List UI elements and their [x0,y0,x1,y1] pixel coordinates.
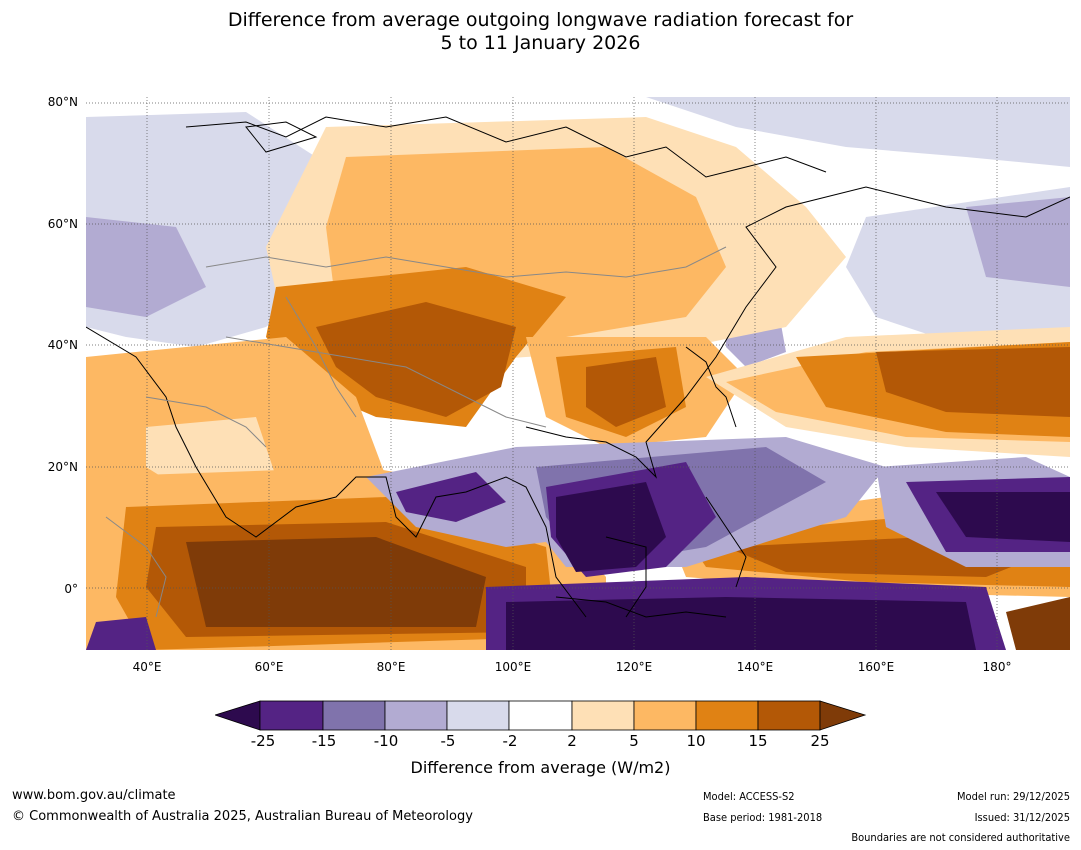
lon-label-160e: 160°E [857,660,895,674]
issued-date: Issued: 31/12/2025 [974,811,1070,824]
website-link[interactable]: www.bom.gov.au/climate [12,788,176,803]
anomaly-region-indian-ocean-darkest [186,537,486,627]
lat-label-60n: 60°N [47,217,78,231]
boundaries-disclaimer: Boundaries are not considered authoritat… [851,831,1070,844]
colorbar-tick: 5 [629,732,639,750]
colorbar-swatch [322,700,386,731]
lat-label-40n: 40°N [47,338,78,352]
anomaly-region-maritime-darkest [556,482,666,572]
colorbar-swatch [633,700,697,731]
title-line-2: 5 to 11 January 2026 [440,32,641,54]
colorbar-swatch [508,700,573,731]
model-name: Model: ACCESS-S2 [703,790,795,803]
colorbar-swatch [571,700,635,731]
colorbar-tick: -2 [502,732,518,750]
anomaly-region-west-lilac [86,217,206,317]
olr-anomaly-map [86,97,1070,650]
lon-label-140e: 140°E [736,660,774,674]
colorbar-swatch [757,700,821,731]
lat-label-0: 0° [64,582,78,596]
colorbar-extension-min [215,700,261,731]
lon-label-60e: 60°E [254,660,284,674]
colorbar-tick: -10 [373,732,399,750]
map-svg [86,97,1070,650]
coastlines [86,116,1070,618]
colorbar-tick: -5 [440,732,456,750]
lon-label-80e: 80°E [376,660,406,674]
lon-label-100e: 100°E [494,660,532,674]
lon-label-120e: 120°E [615,660,653,674]
base-period: Base period: 1981-2018 [703,811,823,824]
copyright-text: © Commonwealth of Australia 2025, Austra… [12,809,473,824]
colorbar-tick: 25 [810,732,830,750]
lat-label-20n: 20°N [47,460,78,474]
colorbar-swatch [384,700,448,731]
colorbar-swatch [259,700,324,731]
anomaly-region-bay-of-bengal-purple [396,472,506,522]
lon-label-180: 180° [982,660,1012,674]
model-run-date: Model run: 29/12/2025 [957,790,1070,803]
colorbar-swatch [446,700,510,731]
chart-title: Difference from average outgoing longwav… [0,9,1081,55]
colorbar-tick: 2 [567,732,577,750]
colorbar-label: Difference from average (W/m2) [410,758,671,777]
colorbar-tick: -25 [250,732,276,750]
anomaly-region-se-corner-darkest [1006,597,1070,650]
colorbar [215,700,867,731]
anomaly-region-central-pacific-darkest [936,492,1070,542]
anomaly-region-south-darkest [506,597,976,650]
anomaly-region-tibet-brown [316,302,516,417]
lon-label-40e: 40°E [132,660,162,674]
anomaly-region-china-brown [586,357,666,427]
colorbar-tick: -15 [311,732,337,750]
title-line-1: Difference from average outgoing longwav… [227,9,854,31]
anomaly-region-arctic-lavender [646,97,1070,167]
colorbar-tick: 15 [748,732,768,750]
colorbar-tick: 10 [686,732,706,750]
colorbar-swatch [695,700,759,731]
colorbar-extension-max [819,700,867,731]
anomaly-region-nepacific-lilac [966,197,1070,287]
anomaly-region-pacific-band-brown [876,347,1070,417]
country-boundaries [105,246,727,618]
lat-label-80n: 80°N [47,95,78,109]
graticule [86,97,1070,650]
anomaly-region-sw-purple [86,617,156,650]
